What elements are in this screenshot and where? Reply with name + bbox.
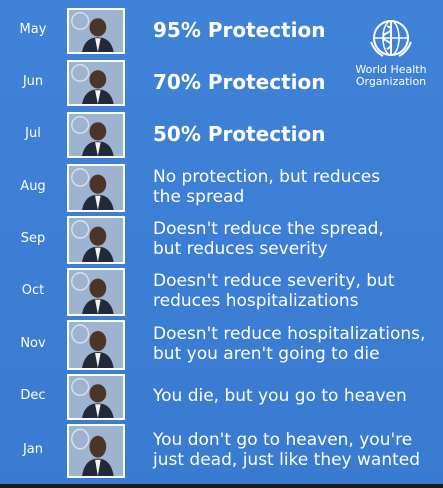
portrait-photo (67, 8, 125, 54)
portrait-photo (67, 320, 125, 370)
portrait-photo (67, 60, 125, 106)
portrait-photo (67, 112, 125, 158)
month-row: Dec You die, but you go to heaven (0, 374, 443, 420)
caption-text: You don't go to heaven, you're just dead… (153, 430, 421, 470)
who-logo: World Health Organization (348, 12, 434, 88)
month-label: Sep (20, 231, 46, 246)
portrait-photo (67, 216, 125, 264)
month-row: Sep Doesn't reduce the spread, but reduce… (0, 216, 443, 264)
month-label: May (19, 22, 47, 37)
month-label: Jul (25, 126, 41, 141)
month-label: Jun (22, 74, 44, 89)
caption-text: Doesn't reduce the spread, but reduces s… (153, 219, 384, 259)
month-label: Jan (22, 442, 44, 457)
month-label: Nov (20, 336, 46, 351)
portrait-photo (67, 424, 125, 478)
caption-text: No protection, but reduces the spread (153, 167, 381, 207)
who-emblem-icon (348, 12, 434, 64)
bottom-border (0, 484, 443, 488)
month-label: Dec (20, 388, 46, 403)
caption-text: 95% Protection (153, 18, 326, 42)
month-label: Oct (21, 283, 45, 298)
caption-text: 50% Protection (153, 122, 326, 146)
who-org-name: World Health Organization (355, 63, 427, 88)
caption-text: Doesn't reduce hospitalizations, but you… (153, 324, 426, 364)
month-row: Jun 70% Protection (0, 60, 443, 106)
month-row: Nov Doesn't reduce hospitalizations, but … (0, 320, 443, 370)
portrait-photo (67, 164, 125, 212)
portrait-photo (67, 374, 125, 420)
month-row: Jan You don't go to heaven, you're just d… (0, 424, 443, 478)
month-row: Oct Doesn't reduce severity, but reduces … (0, 268, 443, 316)
caption-text: Doesn't reduce severity, but reduces hos… (153, 271, 395, 311)
month-row: May 95% Protection (0, 8, 443, 54)
month-label: Aug (20, 179, 46, 194)
caption-text: 70% Protection (153, 70, 326, 94)
portrait-photo (67, 268, 125, 316)
month-row: Jul 50% Protection (0, 112, 443, 158)
caption-text: You die, but you go to heaven (153, 386, 407, 406)
month-row: Aug No protection, but reduces the spread (0, 164, 443, 212)
